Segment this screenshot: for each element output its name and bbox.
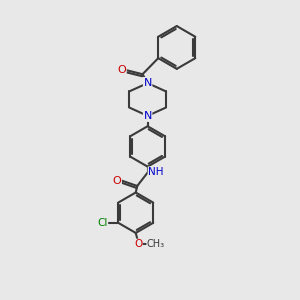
Text: O: O [134, 239, 142, 249]
Text: CH₃: CH₃ [147, 239, 165, 249]
Text: Cl: Cl [97, 218, 108, 228]
Text: NH: NH [148, 167, 164, 177]
Text: N: N [143, 111, 152, 122]
Text: O: O [112, 176, 122, 186]
Text: N: N [143, 77, 152, 88]
Text: O: O [117, 65, 126, 75]
